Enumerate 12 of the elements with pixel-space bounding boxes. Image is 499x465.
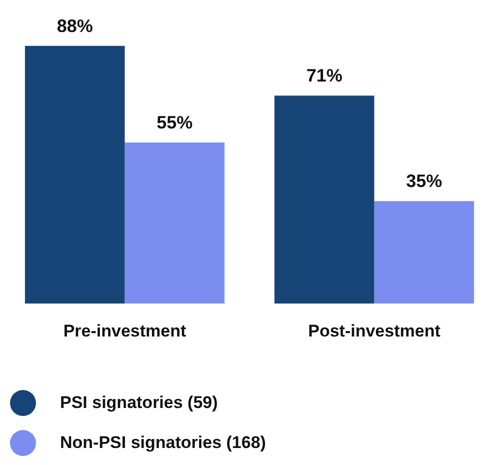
data-label: 55% — [156, 112, 193, 132]
bar — [124, 142, 225, 304]
bar — [374, 201, 474, 304]
legend-label: Non-PSI signatories (168) — [60, 433, 266, 453]
x-tick-label: Pre-investment — [63, 321, 186, 340]
data-label: 88% — [56, 16, 93, 36]
data-label: 71% — [306, 66, 342, 86]
bar — [274, 96, 374, 304]
data-label: 35% — [406, 171, 442, 192]
x-tick-label: Post-investment — [308, 321, 441, 340]
legend-label: PSI signatories (59) — [60, 393, 218, 413]
bar — [24, 46, 125, 304]
